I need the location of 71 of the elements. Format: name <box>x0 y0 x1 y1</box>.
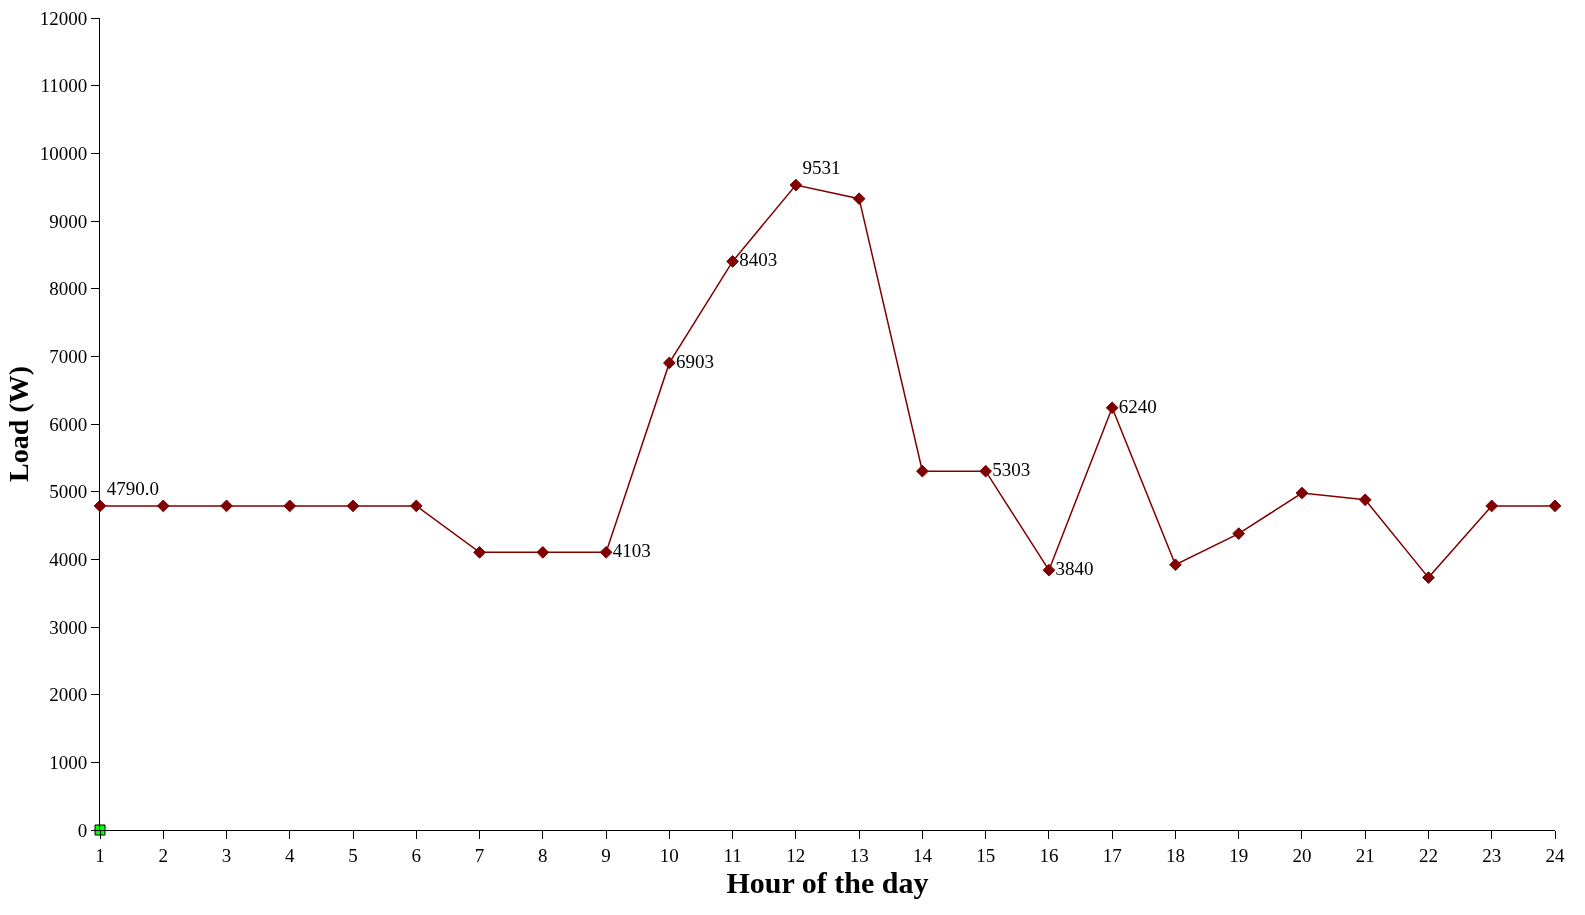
data-label: 4790.0 <box>106 477 159 499</box>
point <box>979 464 992 478</box>
x-tick-label: 13 <box>849 844 869 866</box>
point <box>1232 527 1246 540</box>
x-tick-label: 6 <box>411 844 422 866</box>
data-label: 6240 <box>1118 395 1157 417</box>
x-tick-label: 15 <box>976 844 996 866</box>
point <box>1358 493 1372 507</box>
x-tick-label: 24 <box>1545 844 1565 866</box>
data-label: 6903 <box>675 350 714 372</box>
x-tick-label: 22 <box>1418 844 1438 866</box>
point <box>663 356 676 370</box>
x-tick-label: 18 <box>1165 844 1185 866</box>
y-tick-label: 0 <box>77 819 88 841</box>
x-tick-label: 19 <box>1229 844 1249 866</box>
point <box>599 546 613 559</box>
x-tick-label: 23 <box>1482 844 1502 866</box>
x-tick-label: 8 <box>538 844 548 866</box>
x-axis-title: Hour of the day <box>726 865 929 899</box>
y-tick-label: 4000 <box>49 548 88 570</box>
y-tick-label: 7000 <box>49 345 88 367</box>
data-label: 4103 <box>612 540 651 562</box>
y-tick-label: 10000 <box>39 142 88 164</box>
y-axis-title: Load (W) <box>3 366 35 482</box>
y-tick-label: 9000 <box>49 210 88 232</box>
point <box>1295 486 1309 500</box>
y-tick-label: 11000 <box>40 75 88 97</box>
point <box>789 178 803 192</box>
x-tick-label: 5 <box>348 844 358 866</box>
y-tick-label: 1000 <box>49 751 88 773</box>
point <box>156 499 170 513</box>
point <box>346 499 360 513</box>
point <box>94 824 106 836</box>
x-tick-label: 10 <box>659 844 679 866</box>
x-tick-label: 17 <box>1102 844 1122 866</box>
y-tick-label: 5000 <box>49 481 88 503</box>
x-tick-label: 21 <box>1355 844 1375 866</box>
x-tick-label: 1 <box>95 844 105 866</box>
x-tick-label: 14 <box>912 844 933 866</box>
point <box>283 499 297 513</box>
x-tick-label: 12 <box>786 844 806 866</box>
x-tick-label: 7 <box>474 844 485 866</box>
point <box>726 255 739 268</box>
y-tick-label: 2000 <box>49 684 88 706</box>
point <box>473 546 486 559</box>
x-tick-label: 2 <box>158 844 169 866</box>
data-label: 8403 <box>739 249 778 271</box>
point <box>1485 499 1499 513</box>
point <box>1105 401 1119 415</box>
point <box>916 464 929 478</box>
data-label: 9531 <box>802 156 841 178</box>
x-tick-label: 16 <box>1039 844 1059 866</box>
y-tick-label: 8000 <box>49 278 88 300</box>
point <box>409 499 423 513</box>
point <box>1548 499 1562 513</box>
x-tick-label: 20 <box>1292 844 1312 866</box>
x-tick-label: 4 <box>285 844 296 866</box>
data-label: 5303 <box>992 458 1031 480</box>
point <box>536 546 550 559</box>
point <box>1169 558 1182 572</box>
x-tick-label: 3 <box>221 844 232 866</box>
y-tick-label: 3000 <box>49 616 88 638</box>
point <box>1042 563 1056 577</box>
x-tick-label: 11 <box>723 844 742 866</box>
x-tick-label: 9 <box>601 844 611 866</box>
point <box>852 192 866 206</box>
data-label: 3840 <box>1055 557 1094 579</box>
point <box>1422 571 1435 584</box>
y-tick-label: 6000 <box>49 413 88 435</box>
y-tick-label: 12000 <box>39 7 88 29</box>
point <box>220 499 233 513</box>
